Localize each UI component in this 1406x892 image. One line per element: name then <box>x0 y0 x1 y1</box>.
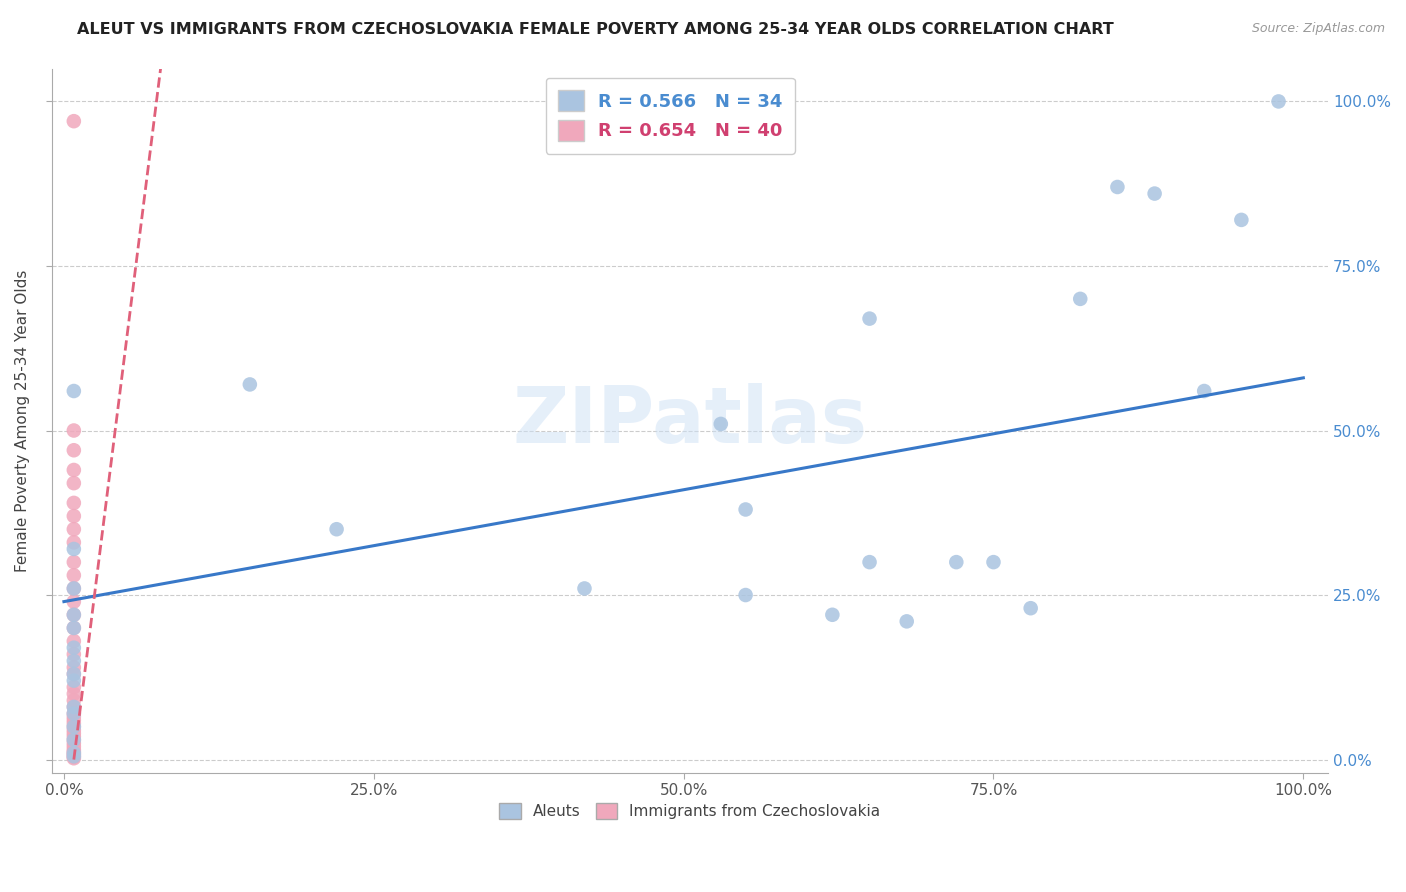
Point <box>63 555 86 569</box>
Point <box>1267 95 1289 109</box>
Legend: Aleuts, Immigrants from Czechoslovakia: Aleuts, Immigrants from Czechoslovakia <box>494 797 887 825</box>
Point <box>63 710 86 724</box>
Point <box>63 667 86 681</box>
Point <box>63 384 86 398</box>
Point <box>63 680 86 694</box>
Point <box>1069 292 1091 306</box>
Point <box>63 716 86 731</box>
Point <box>63 522 86 536</box>
Y-axis label: Female Poverty Among 25-34 Year Olds: Female Poverty Among 25-34 Year Olds <box>15 269 30 572</box>
Point <box>574 582 596 596</box>
Text: ALEUT VS IMMIGRANTS FROM CZECHOSLOVAKIA FEMALE POVERTY AMONG 25-34 YEAR OLDS COR: ALEUT VS IMMIGRANTS FROM CZECHOSLOVAKIA … <box>77 22 1114 37</box>
Point <box>1230 213 1253 227</box>
Point <box>63 687 86 701</box>
Point <box>63 751 86 765</box>
Point <box>734 502 756 516</box>
Point <box>63 732 86 747</box>
Point <box>63 726 86 740</box>
Point <box>63 713 86 727</box>
Point <box>63 647 86 661</box>
Point <box>63 700 86 714</box>
Point <box>63 476 86 491</box>
Point <box>63 723 86 737</box>
Point <box>63 607 86 622</box>
Point <box>858 311 880 326</box>
Point <box>63 706 86 721</box>
Point <box>325 522 347 536</box>
Point <box>63 742 86 756</box>
Point <box>63 747 86 762</box>
Point <box>63 114 86 128</box>
Point <box>63 693 86 707</box>
Point <box>63 496 86 510</box>
Point <box>63 443 86 458</box>
Point <box>63 720 86 734</box>
Point <box>63 739 86 754</box>
Point <box>63 746 86 760</box>
Text: Source: ZipAtlas.com: Source: ZipAtlas.com <box>1251 22 1385 36</box>
Point <box>63 424 86 438</box>
Point <box>63 594 86 608</box>
Point <box>63 640 86 655</box>
Point <box>239 377 262 392</box>
Point <box>710 417 733 431</box>
Point <box>63 749 86 764</box>
Point <box>63 673 86 688</box>
Point <box>63 509 86 524</box>
Point <box>1107 180 1129 194</box>
Point <box>63 541 86 556</box>
Point <box>63 621 86 635</box>
Point <box>63 750 86 764</box>
Point <box>983 555 1005 569</box>
Point <box>734 588 756 602</box>
Point <box>63 747 86 761</box>
Point <box>821 607 844 622</box>
Point <box>63 582 86 596</box>
Point <box>63 607 86 622</box>
Point <box>63 720 86 734</box>
Point <box>63 732 86 747</box>
Point <box>63 654 86 668</box>
Point <box>63 582 86 596</box>
Point <box>858 555 880 569</box>
Point <box>63 736 86 750</box>
Point <box>63 700 86 714</box>
Point <box>63 660 86 674</box>
Point <box>63 634 86 648</box>
Point <box>896 615 918 629</box>
Point <box>63 568 86 582</box>
Point <box>1192 384 1215 398</box>
Point <box>63 730 86 744</box>
Point <box>1143 186 1166 201</box>
Text: ZIPatlas: ZIPatlas <box>512 383 868 458</box>
Point <box>63 463 86 477</box>
Point <box>63 706 86 721</box>
Point <box>63 621 86 635</box>
Point <box>945 555 967 569</box>
Point <box>63 745 86 759</box>
Point <box>63 667 86 681</box>
Point <box>1019 601 1042 615</box>
Point <box>63 535 86 549</box>
